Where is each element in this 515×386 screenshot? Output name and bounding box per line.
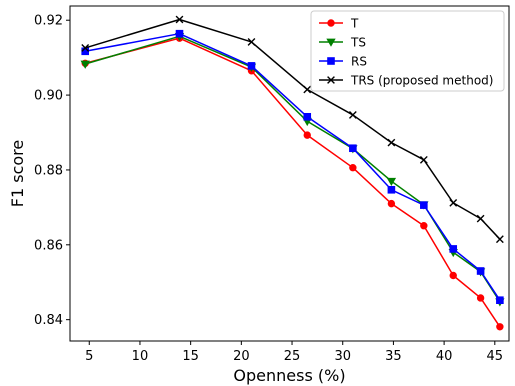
x-tick-label: 5 xyxy=(85,349,93,364)
data-point-0-7 xyxy=(449,271,457,280)
x-tick-label: 15 xyxy=(182,349,199,364)
y-tick-label: 0.84 xyxy=(34,313,63,328)
x-tick-label: 30 xyxy=(334,349,351,364)
data-point-3-9-stroke-b xyxy=(495,235,504,244)
legend-swatch-marker-3-stroke-b xyxy=(327,76,335,84)
legend-label-2: RS xyxy=(351,55,367,69)
data-point-3-8-stroke-b xyxy=(476,214,485,223)
legend-entry-0: T xyxy=(319,17,359,31)
x-tick-label: 10 xyxy=(132,349,149,364)
data-point-2-9 xyxy=(496,296,504,305)
y-tick-label: 0.88 xyxy=(34,163,63,178)
data-point-2-2 xyxy=(247,62,256,70)
data-point-0-5 xyxy=(387,199,396,208)
y-axis-title: F1 score xyxy=(8,140,27,207)
legend-entry-1: TS xyxy=(319,36,366,50)
series-2 xyxy=(81,29,504,305)
legend-swatch-marker-2 xyxy=(327,57,335,65)
data-point-0-4 xyxy=(349,163,357,172)
data-point-3-0 xyxy=(81,44,90,52)
data-point-3-5 xyxy=(387,138,396,147)
data-point-0-8 xyxy=(476,294,485,302)
series-layer xyxy=(80,15,505,331)
data-point-3-4-stroke-b xyxy=(348,111,357,119)
legend-label-0: T xyxy=(350,17,359,31)
data-point-0-3 xyxy=(303,131,311,139)
x-tick-label: 35 xyxy=(385,349,402,364)
y-tick-label: 0.90 xyxy=(34,89,63,104)
x-axis-title: Openness (%) xyxy=(233,366,345,385)
data-point-0-9 xyxy=(496,323,504,331)
axes-layer: 5 10 15 20 25 30 35 40 45 0.84 0.86 0.88 0.90 0.92 xyxy=(34,5,510,364)
data-point-2-4 xyxy=(349,144,357,153)
series-line-1 xyxy=(84,35,501,303)
x-tick-label: 20 xyxy=(233,349,250,364)
data-point-3-7-stroke-b xyxy=(449,198,458,207)
data-point-3-1-stroke-b xyxy=(175,15,184,24)
data-point-3-0-stroke-b xyxy=(81,44,90,52)
data-point-3-7 xyxy=(449,198,458,207)
data-point-3-2-stroke-b xyxy=(247,38,256,46)
series-line-2 xyxy=(85,32,501,301)
x-tick-label: 40 xyxy=(436,349,453,364)
data-point-3-6 xyxy=(419,155,428,164)
data-point-3-9 xyxy=(495,235,504,244)
data-point-2-0 xyxy=(81,47,90,56)
data-point-0-6 xyxy=(420,222,428,230)
y-tick-label: 0.86 xyxy=(34,238,63,253)
data-point-2-3 xyxy=(303,112,312,121)
legend-box xyxy=(310,10,505,92)
series-line-0 xyxy=(85,37,501,328)
data-point-1-0 xyxy=(80,60,90,69)
series-line-3 xyxy=(84,18,501,240)
x-tick-label: 45 xyxy=(487,349,504,364)
data-point-2-8 xyxy=(476,267,485,275)
legend-swatch-marker-1 xyxy=(326,38,336,47)
x-tick-label: 25 xyxy=(284,349,301,364)
data-point-2-1 xyxy=(175,29,184,38)
legend-swatch-marker-0 xyxy=(327,19,335,27)
data-point-3-6-stroke-b xyxy=(419,155,428,164)
y-tick-label: 0.92 xyxy=(34,14,63,29)
data-point-3-3 xyxy=(303,85,312,94)
data-point-3-3-stroke-b xyxy=(303,85,312,94)
data-point-2-6 xyxy=(420,201,428,209)
legend-label-1: TS xyxy=(350,36,366,50)
data-point-3-5-stroke-b xyxy=(387,138,396,147)
legend-label-3: TRS (proposed method) xyxy=(350,74,493,88)
legend-swatch-marker-3 xyxy=(327,76,335,84)
plot-frame xyxy=(69,5,510,342)
legend-entry-3: TRS (proposed method) xyxy=(319,74,493,88)
data-point-3-2 xyxy=(247,38,256,46)
data-point-3-1 xyxy=(175,15,184,24)
data-point-2-5 xyxy=(387,185,396,194)
legend-entry-2: RS xyxy=(319,55,367,69)
series-3 xyxy=(81,15,504,244)
data-point-2-7 xyxy=(449,245,458,253)
data-point-3-4 xyxy=(348,111,357,119)
legend: T TS RS TRS (proposed method) xyxy=(310,10,505,92)
data-point-3-8 xyxy=(476,214,485,223)
data-point-1-5 xyxy=(386,177,397,186)
